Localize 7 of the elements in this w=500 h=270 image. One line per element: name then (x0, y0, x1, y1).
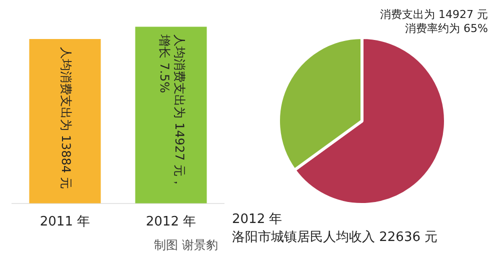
text: 制图 谢景豹 (153, 237, 219, 254)
text: 消费率约为 65% (404, 22, 488, 36)
data-label: 人均消费支出为 14927 元，增长 7.5% (157, 34, 186, 189)
data-label: 人均消费支出为 13884 元 (58, 47, 73, 189)
x-tick-label: 2011 年 (40, 214, 90, 230)
text: 洛阳市城镇居民人均收入 22636 元 (232, 229, 439, 246)
text: 消费支出为 14927 元 (379, 8, 488, 22)
